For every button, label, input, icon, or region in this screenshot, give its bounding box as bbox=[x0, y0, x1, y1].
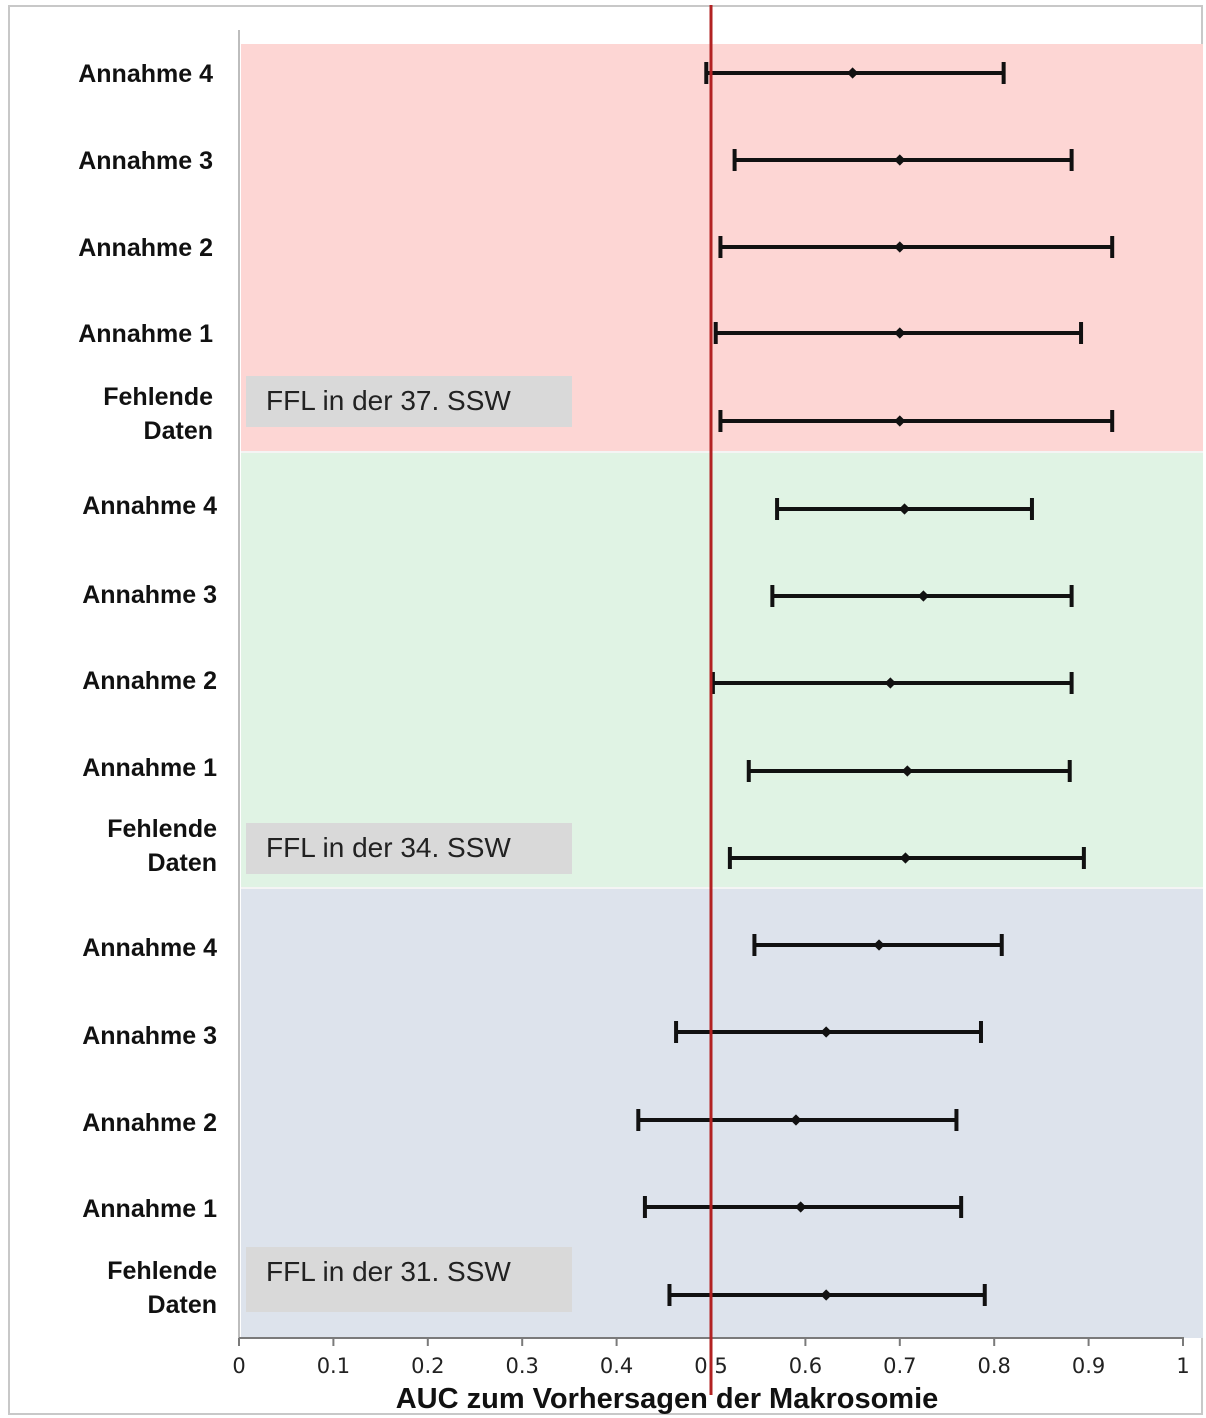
x-tick-label: 1 bbox=[1176, 1354, 1189, 1378]
estimate-point bbox=[820, 1026, 832, 1038]
row-label: Annahme 3 bbox=[78, 147, 213, 175]
estimate-point bbox=[790, 1114, 802, 1126]
panel-label-box bbox=[246, 1247, 572, 1312]
estimate-point bbox=[894, 327, 906, 339]
x-tick-label: 0 bbox=[232, 1354, 245, 1378]
estimate-point bbox=[884, 677, 897, 689]
x-tick-label: 0.7 bbox=[883, 1354, 916, 1378]
row-label: Annahme 1 bbox=[78, 320, 213, 348]
row-label: Annahme 2 bbox=[82, 1109, 217, 1137]
x-tick-label: 0.9 bbox=[1072, 1354, 1105, 1378]
estimate-point bbox=[820, 1289, 832, 1301]
estimate-point bbox=[894, 415, 906, 427]
estimate-point bbox=[894, 241, 906, 253]
x-tick-label: 0.6 bbox=[789, 1354, 822, 1378]
x-axis-title: AUC zum Vorhersagen der Makrosomie bbox=[396, 1383, 939, 1415]
estimate-point bbox=[917, 590, 930, 602]
row-label: Annahme 3 bbox=[82, 1022, 217, 1050]
panel-label: FFL in der 31. SSW bbox=[266, 1256, 511, 1287]
x-tick-label: 0.4 bbox=[600, 1354, 633, 1378]
estimate-point bbox=[899, 852, 912, 864]
x-tick-label: 0.3 bbox=[505, 1354, 538, 1378]
row-label: Annahme 2 bbox=[82, 667, 217, 695]
estimate-point bbox=[898, 503, 911, 515]
row-label: Annahme 4 bbox=[82, 492, 217, 520]
x-tick-label: 0.8 bbox=[977, 1354, 1010, 1378]
row-label: Fehlende bbox=[107, 815, 217, 843]
panel-label: FFL in der 34. SSW bbox=[266, 832, 511, 863]
estimate-point bbox=[894, 154, 906, 166]
group-panel-2 bbox=[241, 452, 1203, 888]
x-tick-label: 0.1 bbox=[317, 1354, 350, 1378]
row-label: Annahme 1 bbox=[82, 754, 217, 782]
row-label: Annahme 4 bbox=[82, 934, 217, 962]
row-label: Fehlende bbox=[103, 383, 213, 411]
estimate-point bbox=[795, 1201, 807, 1213]
row-label: Annahme 1 bbox=[82, 1195, 217, 1223]
row-label: Daten bbox=[144, 417, 213, 445]
row-label: Daten bbox=[148, 849, 217, 877]
x-tick-label: 0.2 bbox=[411, 1354, 444, 1378]
row-label: Fehlende bbox=[107, 1257, 217, 1285]
estimate-point bbox=[873, 939, 885, 951]
panel-label-box bbox=[246, 823, 572, 874]
panel-label: FFL in der 37. SSW bbox=[266, 385, 511, 416]
row-label: Daten bbox=[148, 1291, 217, 1319]
row-label: Annahme 2 bbox=[78, 234, 213, 262]
row-label: Annahme 4 bbox=[78, 60, 213, 88]
panel-label-box bbox=[246, 376, 572, 427]
estimate-point bbox=[901, 765, 914, 777]
row-label: Annahme 3 bbox=[82, 581, 217, 609]
